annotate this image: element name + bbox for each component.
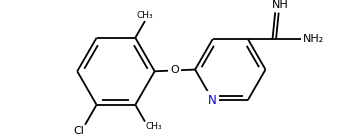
- Text: N: N: [208, 94, 217, 106]
- Text: NH: NH: [272, 0, 289, 10]
- Text: CH₃: CH₃: [137, 11, 153, 20]
- Text: CH₃: CH₃: [146, 123, 163, 132]
- Text: NH₂: NH₂: [302, 34, 324, 44]
- Text: Cl: Cl: [73, 126, 84, 135]
- Text: O: O: [171, 65, 179, 75]
